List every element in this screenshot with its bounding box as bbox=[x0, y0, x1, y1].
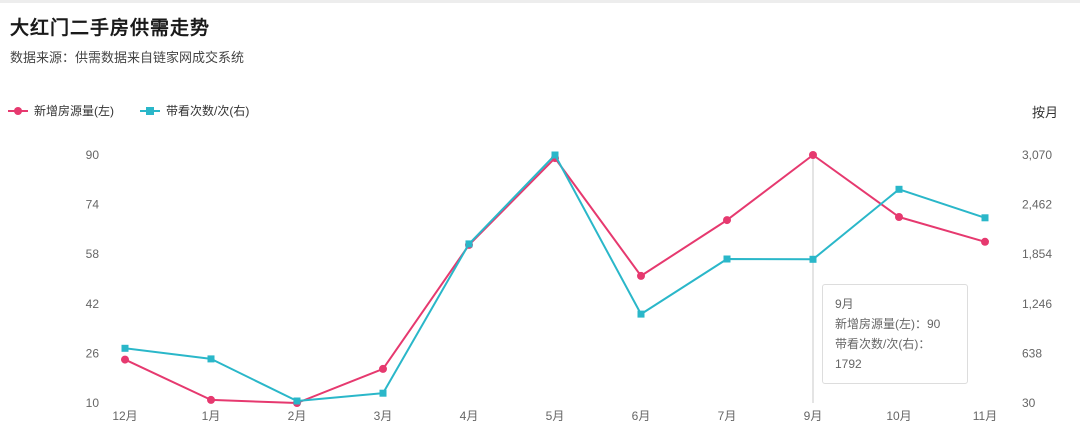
left-axis-tick: 42 bbox=[86, 297, 100, 311]
left-axis-tick: 74 bbox=[86, 198, 100, 212]
data-point-circle bbox=[637, 271, 645, 280]
line-chart[interactable]: 10 30 26 638 42 1,246 58 1,854 74 2,462 90 3,070 12月… bbox=[0, 3, 1080, 432]
legend-item-new-listings[interactable]: 新增房源量(左) bbox=[8, 102, 114, 119]
data-point-circle bbox=[207, 395, 215, 404]
right-axis-tick: 1,854 bbox=[1022, 247, 1052, 261]
left-axis-tick: 90 bbox=[86, 148, 100, 162]
data-point-square bbox=[637, 310, 645, 318]
data-point-square bbox=[121, 344, 129, 352]
tooltip-series-2: 带看次数/次(右)：1792 bbox=[835, 337, 931, 371]
right-axis-tick: 1,246 bbox=[1022, 297, 1052, 311]
x-axis-tick: 3月 bbox=[374, 409, 393, 423]
x-axis-tick: 12月 bbox=[112, 409, 137, 423]
data-point-square bbox=[207, 355, 215, 363]
data-point-circle bbox=[981, 237, 989, 246]
right-axis-tick: 638 bbox=[1022, 346, 1042, 360]
data-point-circle bbox=[379, 364, 387, 373]
legend-item-viewings[interactable]: 带看次数/次(右) bbox=[140, 102, 249, 119]
data-point-circle bbox=[895, 213, 903, 221]
data-point-square bbox=[551, 151, 559, 159]
x-axis-tick: 11月 bbox=[973, 409, 997, 423]
tooltip-series-1: 新增房源量(左)：90 bbox=[835, 317, 941, 331]
data-point-square bbox=[465, 240, 473, 248]
left-axis-tick: 10 bbox=[86, 396, 100, 410]
data-point-circle bbox=[809, 151, 817, 159]
data-point-square bbox=[895, 185, 903, 193]
x-axis-tick: 7月 bbox=[718, 409, 737, 423]
left-axis-tick: 58 bbox=[86, 247, 100, 261]
period-selector[interactable]: 按月 bbox=[1031, 105, 1058, 120]
x-axis-tick: 5月 bbox=[546, 409, 565, 423]
x-axis-tick: 1月 bbox=[202, 409, 221, 423]
page-title: 大红门二手房供需走势 bbox=[10, 18, 211, 39]
right-axis-tick: 30 bbox=[1022, 396, 1036, 410]
x-axis-tick: 4月 bbox=[460, 409, 479, 423]
data-source-note: 数据来源：供需数据来自链家网成交系统 bbox=[10, 50, 245, 65]
right-axis-tick: 3,070 bbox=[1022, 148, 1052, 162]
cyan-line-square-icon bbox=[140, 106, 160, 116]
x-axis-tick: 2月 bbox=[288, 409, 307, 423]
legend-label: 新增房源量(左) bbox=[34, 104, 114, 118]
data-point-circle bbox=[723, 216, 731, 225]
data-point-square bbox=[809, 255, 817, 263]
pink-line-dot-icon bbox=[8, 106, 28, 116]
right-axis-tick: 2,462 bbox=[1022, 198, 1052, 212]
left-axis-tick: 26 bbox=[86, 346, 100, 360]
data-point-square bbox=[293, 397, 301, 405]
x-axis-tick: 10月 bbox=[886, 409, 911, 423]
data-point-square bbox=[981, 214, 989, 222]
chart-legend: 新增房源量(左) 带看次数/次(右) bbox=[8, 102, 249, 119]
data-point-square bbox=[379, 389, 387, 397]
x-axis-tick: 6月 bbox=[632, 409, 651, 423]
legend-label: 带看次数/次(右) bbox=[166, 104, 250, 118]
data-point-square bbox=[723, 255, 731, 263]
x-axis-tick: 9月 bbox=[804, 409, 823, 423]
tooltip-title: 9月 bbox=[835, 297, 854, 311]
chart-tooltip: 9月 新增房源量(左)：90 带看次数/次(右)：1792 bbox=[822, 284, 968, 384]
data-point-circle bbox=[121, 355, 129, 364]
